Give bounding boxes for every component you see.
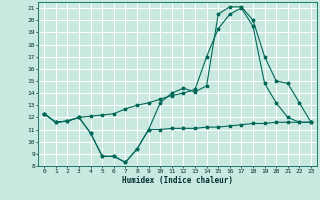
X-axis label: Humidex (Indice chaleur): Humidex (Indice chaleur)	[122, 176, 233, 185]
